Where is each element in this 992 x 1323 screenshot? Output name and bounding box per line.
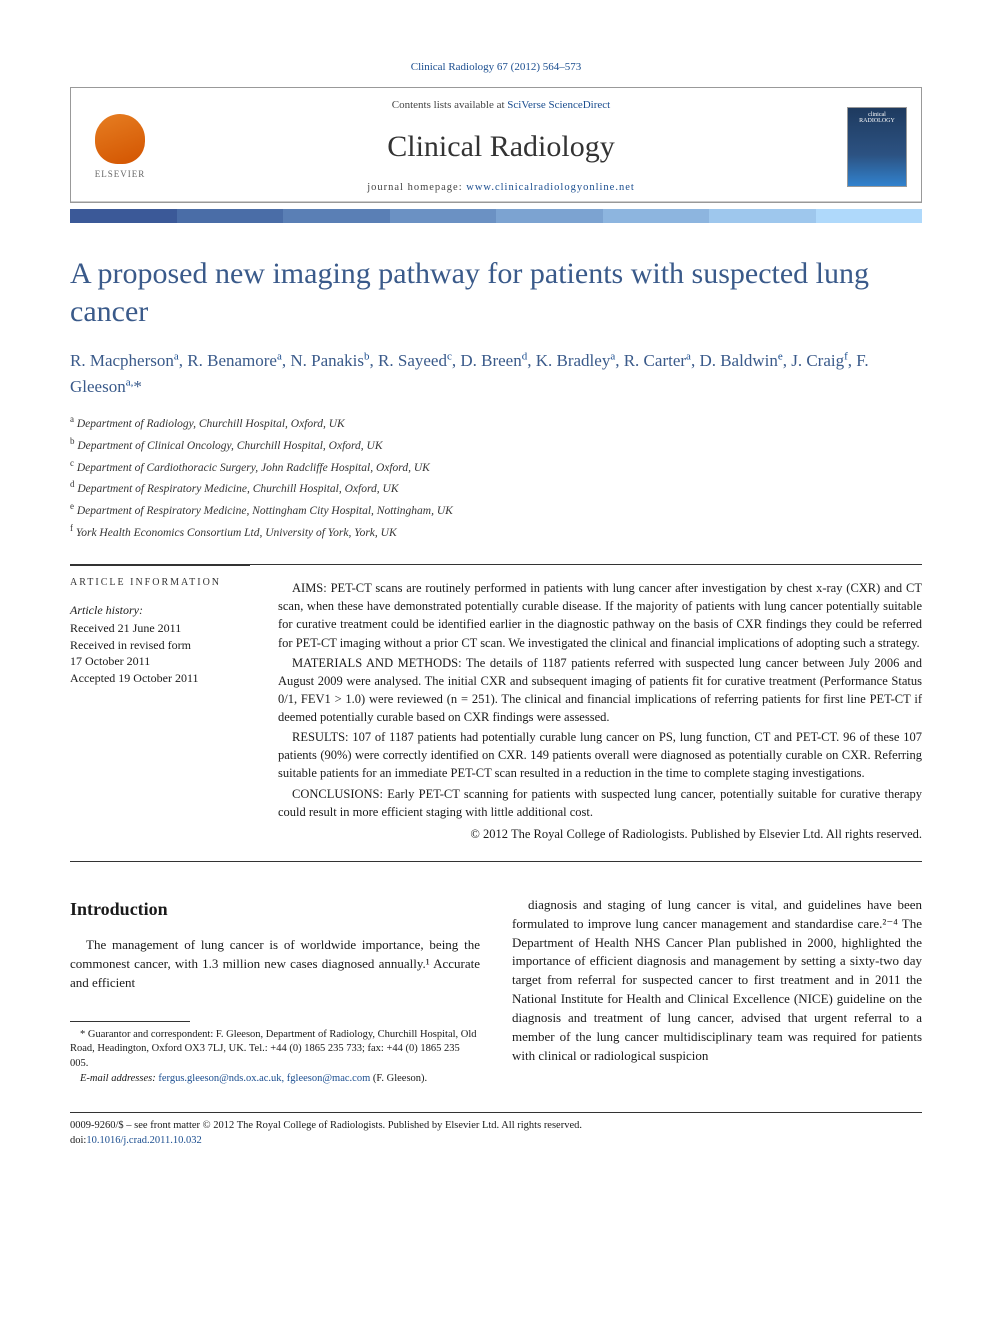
elsevier-tree-icon (95, 114, 145, 164)
affiliation-line: c Department of Cardiothoracic Surgery, … (70, 457, 922, 478)
journal-reference: Clinical Radiology 67 (2012) 564–573 (70, 60, 922, 75)
body-columns: Introduction The management of lung canc… (70, 896, 922, 1086)
intro-paragraph-col2: diagnosis and staging of lung cancer is … (512, 896, 922, 1066)
affiliation-line: a Department of Radiology, Churchill Hos… (70, 413, 922, 434)
article-history-line: Received in revised form (70, 637, 250, 654)
article-history-line: 17 October 2011 (70, 653, 250, 670)
article-info-heading: ARTICLE INFORMATION (70, 576, 250, 590)
elsevier-logo[interactable]: ELSEVIER (85, 107, 155, 187)
article-history-line: Received 21 June 2011 (70, 620, 250, 637)
cover-label: clinical RADIOLOGY (852, 112, 902, 125)
abstract-aims: AIMS: PET-CT scans are routinely perform… (278, 579, 922, 652)
article-history-line: Accepted 19 October 2011 (70, 670, 250, 687)
journal-header-box: ELSEVIER Contents lists available at Sci… (70, 87, 922, 204)
article-title: A proposed new imaging pathway for patie… (70, 255, 922, 330)
footer-copyright: 0009-9260/$ – see front matter © 2012 Th… (70, 1119, 922, 1134)
footer-doi-line: doi:10.1016/j.crad.2011.10.032 (70, 1134, 922, 1149)
email-name: (F. Gleeson). (373, 1073, 427, 1084)
abstract-results: RESULTS: 107 of 1187 patients had potent… (278, 728, 922, 782)
homepage-prefix: journal homepage: (367, 182, 466, 193)
journal-name: Clinical Radiology (155, 127, 847, 168)
footnote-rule (70, 1021, 190, 1022)
affiliation-line: b Department of Clinical Oncology, Churc… (70, 435, 922, 456)
affiliations-list: a Department of Radiology, Churchill Hos… (70, 413, 922, 542)
decorative-color-strip (70, 209, 922, 223)
footer-rule (70, 1112, 922, 1113)
article-info-panel: ARTICLE INFORMATION Article history: Rec… (70, 565, 250, 845)
abstract-materials: MATERIALS AND METHODS: The details of 11… (278, 654, 922, 727)
affiliation-line: f York Health Economics Consortium Ltd, … (70, 522, 922, 543)
abstract-block: AIMS: PET-CT scans are routinely perform… (278, 579, 922, 845)
article-history-label: Article history: (70, 602, 250, 618)
body-column-right: diagnosis and staging of lung cancer is … (512, 896, 922, 1086)
sciencedirect-link[interactable]: SciVerse ScienceDirect (507, 99, 610, 111)
contents-list-line: Contents lists available at SciVerse Sci… (155, 98, 847, 113)
affiliation-line: e Department of Respiratory Medicine, No… (70, 500, 922, 521)
contents-prefix: Contents lists available at (392, 99, 507, 111)
intro-paragraph-col1: The management of lung cancer is of worl… (70, 936, 480, 993)
authors-list: R. Macphersona, R. Benamorea, N. Panakis… (70, 348, 922, 399)
corresponding-author-footnote: * Guarantor and correspondent: F. Gleeso… (70, 1028, 480, 1072)
introduction-heading: Introduction (70, 896, 480, 922)
email-addresses[interactable]: fergus.gleeson@nds.ox.ac.uk, fgleeson@ma… (158, 1073, 370, 1084)
homepage-link[interactable]: www.clinicalradiologyonline.net (466, 182, 635, 193)
body-column-left: Introduction The management of lung canc… (70, 896, 480, 1086)
abstract-conclusions: CONCLUSIONS: Early PET-CT scanning for p… (278, 785, 922, 821)
journal-homepage-line: journal homepage: www.clinicalradiologyo… (155, 181, 847, 195)
doi-prefix: doi: (70, 1135, 86, 1146)
email-footnote: E-mail addresses: fergus.gleeson@nds.ox.… (70, 1072, 480, 1087)
journal-cover-thumbnail[interactable]: clinical RADIOLOGY (847, 107, 907, 187)
email-label: E-mail addresses: (80, 1073, 156, 1084)
doi-link[interactable]: 10.1016/j.crad.2011.10.032 (86, 1135, 201, 1146)
abstract-copyright: © 2012 The Royal College of Radiologists… (278, 825, 922, 843)
elsevier-label: ELSEVIER (95, 168, 146, 180)
affiliation-line: d Department of Respiratory Medicine, Ch… (70, 478, 922, 499)
